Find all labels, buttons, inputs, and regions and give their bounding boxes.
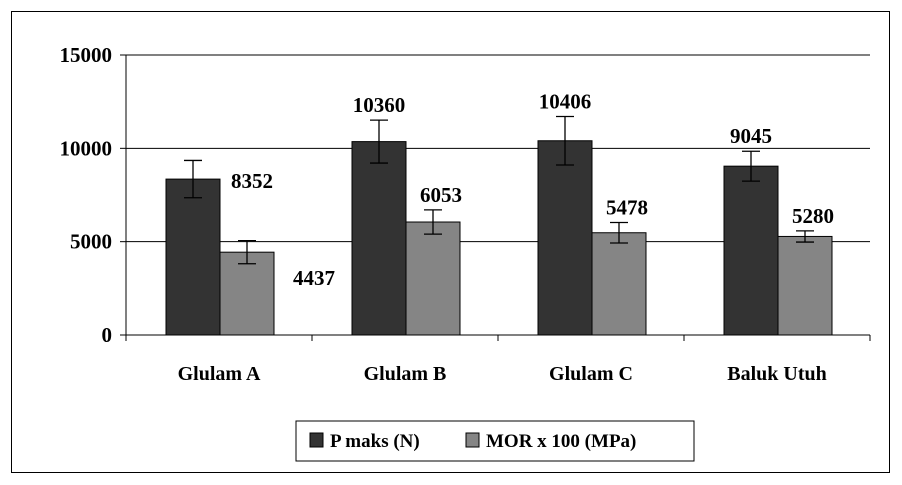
y-tick-label: 15000	[60, 43, 113, 67]
data-label: 10406	[539, 89, 592, 113]
data-label: 10360	[353, 93, 406, 117]
legend-label: P maks (N)	[330, 431, 420, 452]
bar	[723, 165, 779, 336]
y-tick-label: 5000	[70, 230, 112, 254]
bar	[219, 251, 275, 336]
legend-swatch	[465, 432, 480, 448]
bar	[405, 221, 461, 336]
bar	[165, 178, 221, 336]
legend-box	[295, 420, 695, 462]
x-category-label: Glulam C	[549, 363, 633, 385]
legend-swatch	[309, 432, 324, 448]
y-tick-label: 0	[102, 323, 113, 347]
data-label: 9045	[730, 124, 772, 148]
bar	[537, 140, 593, 336]
x-category-label: Glulam B	[364, 363, 447, 385]
bar	[777, 235, 833, 336]
data-label: 8352	[231, 169, 273, 193]
x-category-label: Baluk Utuh	[727, 363, 827, 385]
data-label: 5478	[606, 195, 648, 219]
y-tick-label: 10000	[60, 136, 113, 160]
bar	[351, 141, 407, 336]
data-label: 6053	[420, 183, 462, 207]
bar	[591, 232, 647, 336]
data-label: 4437	[293, 266, 335, 290]
legend-label: MOR x 100 (MPa)	[486, 431, 636, 452]
x-category-label: Glulam A	[178, 363, 261, 385]
data-label: 5280	[792, 204, 834, 228]
